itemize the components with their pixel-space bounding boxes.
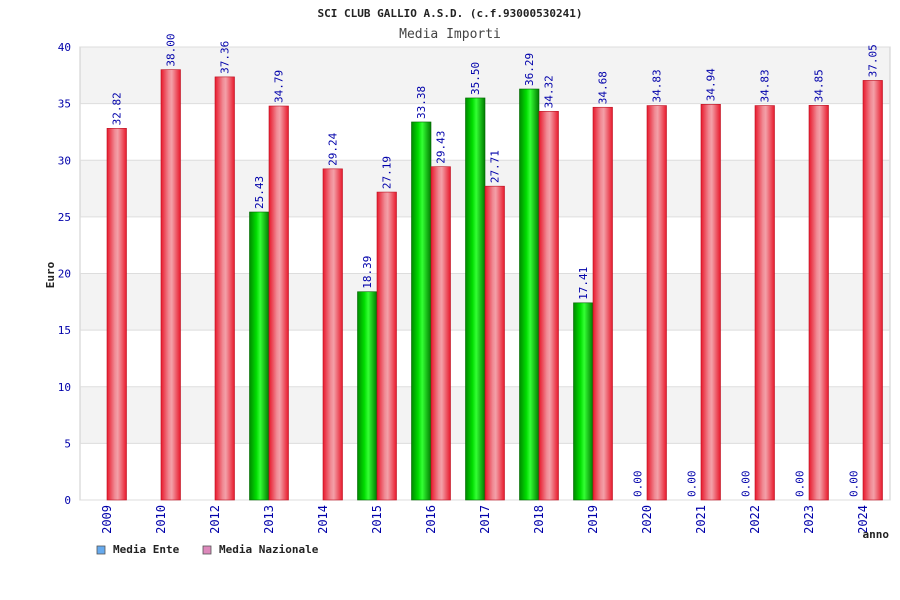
chart-subtitle: Media Importi	[399, 27, 501, 42]
x-tick-label: 2017	[478, 505, 492, 534]
bars	[106, 69, 883, 501]
x-tick-label: 2012	[208, 505, 222, 534]
bar-media-ente-2019	[573, 302, 594, 501]
y-tick-label: 20	[58, 268, 71, 281]
x-tick-label: 2018	[532, 505, 546, 534]
bar-media-nazionale-2022	[754, 105, 775, 501]
data-label-media-ente-2016: 33.38	[415, 86, 428, 119]
y-tick-label: 5	[64, 437, 71, 450]
x-tick-label: 2016	[424, 505, 438, 534]
data-label-media-ente-2017: 35.50	[469, 62, 482, 95]
bar-media-nazionale-2019	[592, 106, 613, 501]
legend: Media Ente Media Nazionale	[96, 543, 319, 556]
data-label-media-ente-2018: 36.29	[523, 53, 536, 86]
data-label-media-ente-2015: 18.39	[361, 256, 374, 289]
data-label-media-nazionale-2016: 29.43	[435, 131, 448, 164]
data-label-media-nazionale-2017: 27.71	[489, 150, 502, 183]
data-label-media-nazionale-2024: 37.05	[867, 44, 880, 77]
x-tick-label: 2010	[154, 505, 168, 534]
data-label-media-nazionale-2020: 34.83	[651, 69, 664, 102]
data-label-media-ente-2021: 0.00	[685, 471, 698, 498]
x-tick-label: 2022	[748, 505, 762, 534]
legend-label-media-nazionale: Media Nazionale	[219, 543, 319, 556]
bar-media-ente-2013	[249, 211, 270, 501]
data-label-media-ente-2020: 0.00	[631, 471, 644, 498]
x-tick-label: 2023	[802, 505, 816, 534]
y-tick-label: 10	[58, 381, 71, 394]
y-tick-label: 35	[58, 98, 71, 111]
y-tick-label: 25	[58, 211, 71, 224]
bar-media-ente-2015	[357, 291, 378, 501]
data-label-media-ente-2023: 0.00	[793, 471, 806, 498]
y-tick-label: 0	[64, 494, 71, 507]
x-tick-label: 2020	[640, 505, 654, 534]
data-label-media-nazionale-2015: 27.19	[381, 156, 394, 189]
data-label-media-nazionale-2009: 32.82	[111, 92, 124, 125]
bar-media-ente-2018	[519, 88, 540, 501]
x-tick-label: 2015	[370, 505, 384, 534]
data-label-media-ente-2024: 0.00	[847, 471, 860, 498]
data-label-media-nazionale-2019: 34.68	[597, 71, 610, 104]
y-tick-label: 30	[58, 154, 71, 167]
bar-media-nazionale-2017	[484, 185, 505, 501]
x-tick-label: 2014	[316, 505, 330, 534]
legend-swatch-media-nazionale	[202, 545, 212, 555]
x-tick-label: 2013	[262, 505, 276, 534]
x-axis-label: anno	[863, 528, 890, 541]
bar-media-nazionale-2010	[160, 69, 181, 501]
bar-media-nazionale-2023	[808, 105, 829, 501]
bar-media-nazionale-2009	[106, 128, 127, 501]
bar-media-nazionale-2013	[268, 105, 289, 501]
y-tick-label: 40	[58, 41, 71, 54]
y-axis-ticks: 0 5 10 15 20 25 30 35 40	[58, 41, 71, 507]
data-label-media-nazionale-2010: 38.00	[165, 34, 178, 67]
data-label-media-nazionale-2012: 37.36	[219, 41, 232, 74]
data-label-media-nazionale-2022: 34.83	[759, 69, 772, 102]
x-axis-ticks: 2009 2010 2012 2013 2014 2015 2016 2017 2018 2019…	[100, 505, 870, 534]
bar-media-nazionale-2020	[646, 105, 667, 501]
legend-label-media-ente: Media Ente	[113, 543, 180, 556]
data-label-media-ente-2013: 25.43	[253, 176, 266, 209]
bar-media-nazionale-2015	[376, 191, 397, 501]
x-tick-label: 2019	[586, 505, 600, 534]
x-tick-label: 2021	[694, 505, 708, 534]
y-axis-label: Euro	[44, 261, 57, 288]
bar-media-nazionale-2024	[862, 80, 883, 501]
bar-media-nazionale-2016	[430, 166, 451, 501]
data-label-media-nazionale-2023: 34.85	[813, 69, 826, 102]
y-tick-label: 15	[58, 324, 71, 337]
bar-media-nazionale-2018	[538, 111, 559, 501]
data-label-media-ente-2022: 0.00	[739, 471, 752, 498]
x-tick-label: 2009	[100, 505, 114, 534]
bar-media-nazionale-2014	[322, 168, 343, 501]
data-label-media-nazionale-2021: 34.94	[705, 68, 718, 101]
bar-media-ente-2017	[465, 97, 486, 501]
bar-media-nazionale-2012	[214, 76, 235, 501]
bar-media-ente-2016	[411, 121, 432, 501]
data-label-media-nazionale-2018: 34.32	[543, 75, 556, 108]
data-label-media-nazionale-2014: 29.24	[327, 132, 340, 165]
legend-swatch-media-ente	[96, 545, 106, 555]
bar-media-nazionale-2021	[700, 104, 721, 501]
data-label-media-ente-2019: 17.41	[577, 267, 590, 300]
chart-title: SCI CLUB GALLIO A.S.D. (c.f.93000530241)	[318, 7, 583, 20]
data-label-media-nazionale-2013: 34.79	[273, 70, 286, 103]
bar-labels: 32.82 38.00 37.36 25.43 34.79 29.24 18.39 27.19…	[111, 34, 880, 497]
x-tick-label: 2024	[856, 505, 870, 534]
